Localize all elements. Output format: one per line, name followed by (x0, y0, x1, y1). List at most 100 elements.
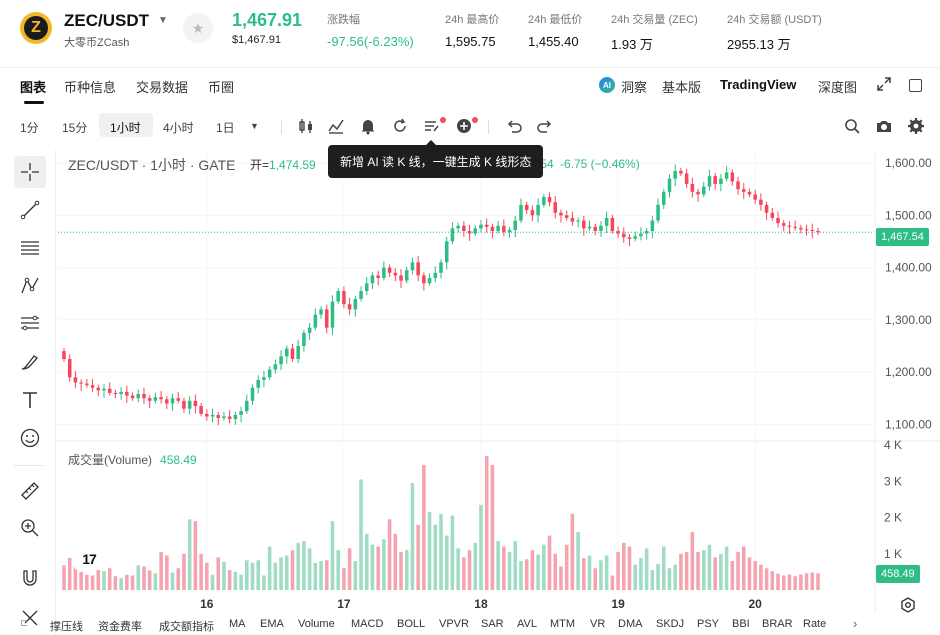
timeframe-1h[interactable]: 1小时 (110, 121, 141, 135)
indicator-item[interactable]: BRAR (762, 618, 793, 630)
favorite-star-button[interactable]: ★ (183, 13, 213, 43)
indicator-item[interactable]: 撑压线 (50, 621, 83, 633)
chart-settings-icon[interactable] (899, 596, 917, 614)
timeframe-1d[interactable]: 1日 (216, 121, 235, 135)
timeframe-15m[interactable]: 15分 (62, 121, 88, 135)
volume-bar (227, 570, 232, 590)
ai-insight-icon[interactable]: AI (599, 77, 615, 93)
indicator-item[interactable]: Rate (803, 618, 827, 630)
redo-icon[interactable] (536, 117, 554, 135)
horizontal-lines-tool[interactable] (14, 232, 46, 264)
indicator-item[interactable]: MA (229, 618, 246, 630)
volume-bar (142, 566, 146, 590)
candle-type-icon[interactable] (297, 117, 315, 135)
candle-body (399, 275, 403, 281)
alert-bell-icon[interactable] (359, 117, 377, 135)
tradingview-button[interactable]: TradingView (720, 77, 797, 92)
candle-body (199, 406, 203, 414)
candle-body (347, 304, 352, 310)
pair-name[interactable]: ZEC/USDT (64, 11, 149, 30)
ai-kline-tooltip: 新增 AI 读 K 线，一键生成 K 线形态 (328, 145, 544, 178)
indicator-item[interactable]: Volume (298, 618, 335, 630)
indicator-item[interactable]: SAR (481, 618, 504, 630)
volume-bar (479, 504, 483, 590)
gear-icon[interactable] (907, 117, 925, 135)
indicator-item[interactable]: PSY (697, 618, 720, 630)
timeframe-4h[interactable]: 4小时 (163, 121, 194, 135)
undo-icon[interactable] (505, 117, 523, 135)
indicator-item[interactable]: BBI (732, 618, 750, 630)
candle-body (336, 291, 340, 302)
pattern-tool[interactable] (14, 270, 46, 302)
ai-kline-icon[interactable] (423, 117, 441, 135)
chevron-down-icon[interactable]: ▼ (158, 15, 168, 26)
candle-body (85, 383, 89, 386)
volume-bar (507, 551, 512, 590)
candle-body (176, 398, 181, 401)
indicators-icon[interactable] (327, 117, 345, 135)
timeframe-1m[interactable]: 1分 (20, 121, 39, 135)
magnet-icon (23, 570, 37, 586)
indicator-scroll-icon[interactable]: ⊏ (20, 618, 29, 629)
candle-body (633, 236, 637, 239)
volume-bar (759, 564, 763, 590)
crosshair-tool[interactable] (14, 156, 46, 188)
chevron-right-icon[interactable]: › (853, 616, 858, 631)
volume-bar (810, 572, 815, 590)
volume-bar (113, 576, 118, 590)
indicator-item[interactable]: DMA (618, 618, 643, 630)
magnet-tool[interactable] (14, 562, 46, 594)
depth-chart-button[interactable]: 深度图 (818, 80, 858, 95)
tab-coin-info[interactable]: 币种信息 (64, 80, 117, 95)
replay-icon[interactable] (391, 117, 409, 135)
candle-body (182, 400, 186, 409)
add-indicator-icon[interactable] (455, 117, 473, 135)
lock-drawing-tool[interactable] (14, 600, 46, 632)
volume-bar (62, 565, 66, 590)
search-icon[interactable] (843, 117, 861, 135)
ai-insight-button[interactable]: 洞察 (621, 80, 648, 95)
candle-body (256, 379, 260, 388)
basic-view-button[interactable]: 基本版 (662, 80, 702, 95)
volume-bar (324, 560, 329, 590)
fibonacci-tool[interactable] (14, 308, 46, 340)
volume-bar (622, 542, 626, 590)
text-tool[interactable] (14, 384, 46, 416)
indicator-item[interactable]: MTM (550, 618, 576, 630)
tab-chart[interactable]: 图表 (20, 80, 47, 95)
volume-bar (724, 546, 729, 590)
candle-body (787, 225, 792, 227)
candle-body (170, 398, 175, 404)
candle-body (187, 400, 192, 409)
trend-line-tool[interactable] (14, 194, 46, 226)
indicator-item[interactable]: BOLL (397, 618, 426, 630)
camera-icon[interactable] (875, 117, 893, 135)
zoom-tool[interactable] (14, 512, 46, 544)
volume-bar (239, 574, 243, 590)
tab-trade-data[interactable]: 交易数据 (136, 80, 189, 95)
volume-bar (764, 568, 769, 590)
expand-icon[interactable] (876, 76, 892, 92)
candle-body (376, 275, 380, 279)
window-icon[interactable] (909, 79, 922, 92)
zoom-in-icon (21, 519, 39, 537)
stat-24h-low: 24h 最低价 1,455.40 (528, 14, 583, 49)
indicator-item[interactable]: VR (590, 618, 606, 630)
indicator-item[interactable]: SKDJ (656, 618, 685, 630)
timeframe-dropdown-icon[interactable]: ▼ (250, 121, 259, 131)
indicator-item[interactable]: MACD (351, 618, 384, 630)
indicator-item[interactable]: VPVR (439, 618, 469, 630)
indicator-item[interactable]: AVL (517, 618, 537, 630)
tab-community[interactable]: 币圈 (208, 80, 235, 95)
indicator-item[interactable]: EMA (260, 618, 284, 630)
candle-body (513, 220, 518, 230)
candle-body (719, 178, 723, 184)
candle-body (285, 348, 289, 357)
indicator-item[interactable]: 成交额指标 (159, 621, 214, 633)
indicator-item[interactable]: 资金费率 (98, 621, 142, 633)
emoji-tool[interactable] (14, 422, 46, 454)
measure-tool[interactable] (14, 475, 46, 507)
volume-bar (176, 568, 181, 590)
brush-tool[interactable] (14, 346, 46, 378)
